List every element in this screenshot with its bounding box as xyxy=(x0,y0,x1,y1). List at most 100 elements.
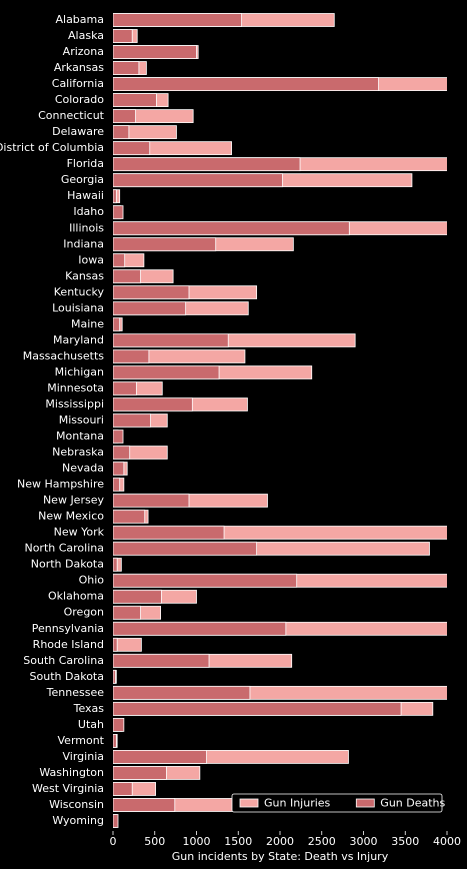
bar xyxy=(113,782,133,796)
y-tick-label: Georgia xyxy=(61,173,104,186)
bar xyxy=(113,45,197,59)
bar xyxy=(113,253,126,268)
bar xyxy=(113,413,151,428)
bar xyxy=(113,157,301,172)
y-tick-label: Maryland xyxy=(53,333,104,346)
y-tick-label: Connecticut xyxy=(38,109,105,122)
y-tick-label: Utah xyxy=(78,718,104,731)
y-tick-label: Arizona xyxy=(63,45,104,58)
y-tick-label: Michigan xyxy=(55,365,104,378)
y-tick-label: Kansas xyxy=(65,269,104,282)
x-tick-label: 1500 xyxy=(224,835,252,848)
y-tick-label: New Hampshire xyxy=(17,478,104,491)
bar xyxy=(113,109,136,124)
bar xyxy=(113,557,118,572)
y-tick-label: Colorado xyxy=(55,93,104,106)
bar xyxy=(113,285,190,300)
bar xyxy=(113,429,124,444)
bar xyxy=(113,381,137,396)
bar xyxy=(113,605,141,620)
bar xyxy=(113,766,167,780)
y-tick-label: Louisiana xyxy=(52,301,104,314)
bar xyxy=(113,589,162,604)
y-tick-label: Montana xyxy=(56,430,104,443)
y-tick-label: Tennessee xyxy=(46,686,105,699)
y-tick-label: California xyxy=(52,77,104,90)
y-tick-label: New Jersey xyxy=(43,494,105,507)
y-tick-label: Maine xyxy=(71,317,104,330)
bar xyxy=(113,237,217,252)
bar xyxy=(113,221,350,236)
bar xyxy=(113,685,251,700)
bar xyxy=(113,301,187,316)
y-tick-label: Oregon xyxy=(64,606,104,619)
bar xyxy=(113,317,121,332)
y-tick-label: Rhode Island xyxy=(33,638,104,651)
bar xyxy=(113,541,258,556)
y-tick-label: Hawaii xyxy=(67,189,104,202)
x-tick-label: 1000 xyxy=(183,835,211,848)
y-tick-label: North Carolina xyxy=(24,542,104,555)
bar xyxy=(113,349,150,364)
x-tick-label: 0 xyxy=(110,835,117,848)
bar xyxy=(113,493,190,508)
y-tick-label: Wisconsin xyxy=(49,798,104,811)
y-tick-label: Nebraska xyxy=(52,446,104,459)
y-tick-label: Delaware xyxy=(52,125,104,138)
y-tick-label: Vermont xyxy=(58,734,105,747)
y-tick-label: West Virginia xyxy=(32,782,104,795)
bar xyxy=(113,798,176,812)
y-tick-label: Texas xyxy=(73,702,105,715)
bar xyxy=(113,477,121,492)
bar xyxy=(113,61,140,75)
bar xyxy=(113,637,118,652)
bar xyxy=(113,333,229,348)
y-tick-label: Massachusetts xyxy=(23,349,105,362)
bar xyxy=(113,365,220,380)
y-tick-label: Florida xyxy=(67,157,104,170)
y-tick-label: Mississippi xyxy=(45,397,104,410)
legend-box xyxy=(231,793,443,813)
y-tick-label: Virginia xyxy=(63,750,104,763)
bar xyxy=(113,525,225,540)
y-tick-label: Wyoming xyxy=(52,814,104,827)
y-tick-label: North Dakota xyxy=(31,558,104,571)
bar xyxy=(113,141,151,156)
bar xyxy=(113,509,146,524)
bar xyxy=(113,750,207,764)
bar xyxy=(113,621,287,636)
bar xyxy=(113,445,131,460)
y-tick-label: Alaska xyxy=(68,29,104,42)
bar xyxy=(113,77,379,91)
x-tick-label: 500 xyxy=(144,835,165,848)
bar xyxy=(113,653,210,668)
y-tick-label: Washington xyxy=(39,766,104,779)
y-tick-label: Arkansas xyxy=(54,61,104,74)
legend-swatch xyxy=(355,798,375,808)
x-axis-label: Gun incidents by State: Death vs Injury xyxy=(172,850,389,863)
bar xyxy=(113,173,283,188)
y-tick-label: New York xyxy=(54,526,105,539)
bar xyxy=(113,814,119,828)
y-tick-label: Minnesota xyxy=(47,381,104,394)
bar xyxy=(113,205,124,220)
y-tick-label: Ohio xyxy=(79,574,105,587)
x-tick-label: 3500 xyxy=(391,835,419,848)
bar xyxy=(113,717,125,732)
y-tick-label: Iowa xyxy=(78,253,104,266)
x-tick-label: 2500 xyxy=(308,835,336,848)
bar xyxy=(113,461,125,476)
y-tick-label: Nevada xyxy=(62,462,104,475)
bar xyxy=(113,397,193,412)
y-tick-label: New Mexico xyxy=(38,510,104,523)
bar xyxy=(113,29,133,43)
bar xyxy=(113,701,402,716)
y-tick-label: South Dakota xyxy=(30,670,104,683)
y-tick-label: Kentucky xyxy=(54,285,105,298)
y-tick-label: District of Columbia xyxy=(0,141,104,154)
bar xyxy=(113,189,117,204)
y-tick-label: Pennsylvania xyxy=(32,622,104,635)
bar xyxy=(113,125,130,140)
y-tick-label: Indiana xyxy=(63,237,104,250)
